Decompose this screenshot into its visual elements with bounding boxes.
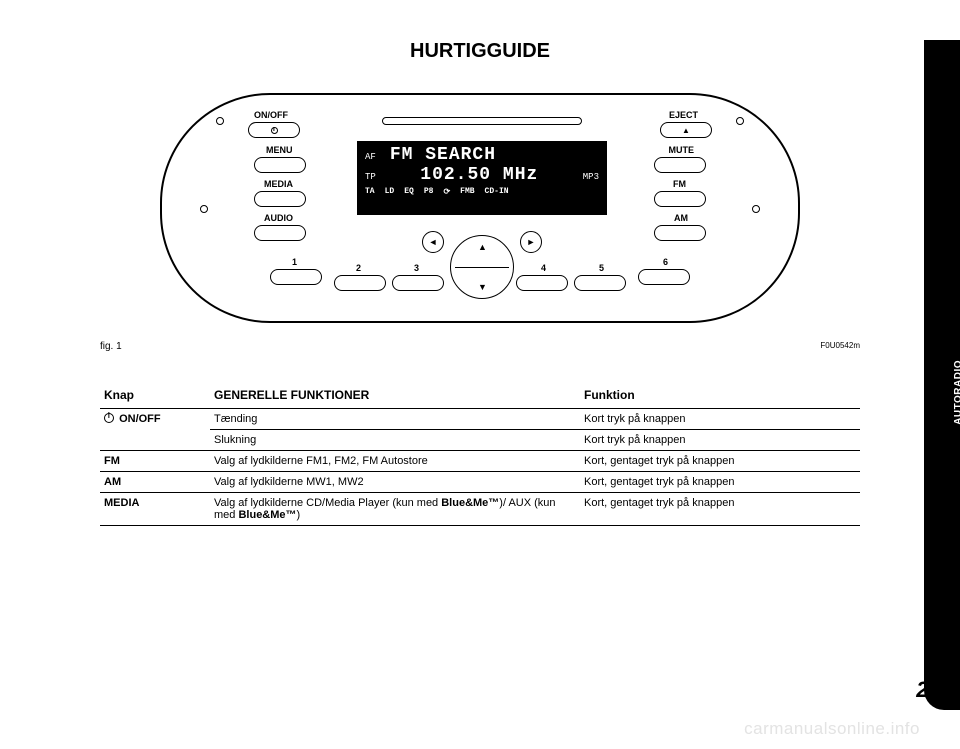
disp-b2: EQ — [404, 187, 414, 197]
th-gen: GENERELLE FUNKTIONER — [210, 382, 580, 409]
table-row: ON/OFF Tænding Kort tryk på knappen — [100, 409, 860, 430]
cell-desc-media: Valg af lydkilderne CD/Media Player (kun… — [210, 493, 580, 526]
radio-display: AF FM SEARCH TP 102.50 MHz MP3 TA LD EQ … — [357, 141, 607, 215]
side-tab-label: AUTORADIO — [953, 360, 960, 425]
preset-3-button[interactable] — [392, 275, 444, 291]
disp-mp3: MP3 — [583, 172, 599, 182]
eject-icon: ▲ — [682, 126, 690, 135]
table-row: FM Valg af lydkilderne FM1, FM2, FM Auto… — [100, 451, 860, 472]
nav-right-button[interactable]: ► — [520, 231, 542, 253]
table-row: AM Valg af lydkilderne MW1, MW2 Kort, ge… — [100, 472, 860, 493]
media-button[interactable] — [254, 191, 306, 207]
mute-label: MUTE — [669, 145, 695, 155]
nav-down-icon: ▼ — [478, 282, 487, 292]
cell-knap: FM — [100, 451, 210, 472]
audio-button[interactable] — [254, 225, 306, 241]
side-tab: AUTORADIO — [924, 40, 960, 710]
page-title: HURTIGGUIDE — [0, 40, 960, 63]
menu-label: MENU — [266, 145, 293, 155]
menu-button[interactable] — [254, 157, 306, 173]
am-label: AM — [674, 213, 688, 223]
preset-num-4: 4 — [541, 263, 546, 273]
cell-knap-onoff: ON/OFF — [100, 409, 210, 451]
preset-num-6: 6 — [663, 257, 668, 267]
cell-func: Kort, gentaget tryk på knappen — [580, 451, 860, 472]
screw-icon — [736, 117, 744, 125]
cell-desc: Slukning — [210, 430, 580, 451]
nav-up-icon: ▲ — [478, 242, 487, 252]
preset-5-button[interactable] — [574, 275, 626, 291]
cell-desc: Valg af lydkilderne MW1, MW2 — [210, 472, 580, 493]
knap-onoff-text: ON/OFF — [119, 413, 161, 425]
disp-b4: ⟳ — [443, 187, 450, 197]
mute-button[interactable] — [654, 157, 706, 173]
cell-func: Kort tryk på knappen — [580, 430, 860, 451]
watermark: carmanualsonline.info — [744, 719, 920, 739]
disp-b0: TA — [365, 187, 375, 197]
disp-b6: CD-IN — [485, 187, 509, 197]
th-funk: Funktion — [580, 382, 860, 409]
cell-knap: MEDIA — [100, 493, 210, 526]
preset-num-3: 3 — [414, 263, 419, 273]
am-button[interactable] — [654, 225, 706, 241]
preset-6-button[interactable] — [638, 269, 690, 285]
cd-slot — [382, 117, 582, 125]
media-label: MEDIA — [264, 179, 293, 189]
fm-button[interactable] — [654, 191, 706, 207]
disp-b3: P8 — [424, 187, 434, 197]
disp-line2: 102.50 MHz — [420, 165, 538, 185]
table-row: MEDIA Valg af lydkilderne CD/Media Playe… — [100, 493, 860, 526]
on-off-button[interactable] — [248, 122, 300, 138]
cell-desc: Valg af lydkilderne FM1, FM2, FM Autosto… — [210, 451, 580, 472]
cell-knap: AM — [100, 472, 210, 493]
fm-label: FM — [673, 179, 686, 189]
power-icon — [104, 413, 114, 423]
eject-button[interactable]: ▲ — [660, 122, 712, 138]
disp-b5: FMB — [460, 187, 474, 197]
preset-2-button[interactable] — [334, 275, 386, 291]
nav-left-button[interactable]: ◄ — [422, 231, 444, 253]
nav-wheel[interactable]: ▲ ▼ — [450, 235, 514, 299]
preset-num-2: 2 — [356, 263, 361, 273]
figure-caption-row: fig. 1 F0U0542m — [100, 341, 860, 352]
page-number: 225 — [916, 677, 953, 703]
figure-code: F0U0542m — [820, 341, 860, 352]
disp-af: AF — [365, 152, 376, 162]
disp-line1: FM SEARCH — [390, 145, 496, 165]
radio-panel: ON/OFF EJECT ▲ MENU MEDIA AUDIO MUTE FM … — [160, 93, 800, 323]
cell-func: Kort, gentaget tryk på knappen — [580, 493, 860, 526]
functions-table: Knap GENERELLE FUNKTIONER Funktion ON/OF… — [100, 382, 860, 526]
screw-icon — [200, 205, 208, 213]
power-icon — [271, 127, 278, 134]
th-knap: Knap — [100, 382, 210, 409]
screw-icon — [216, 117, 224, 125]
figure-label: fig. 1 — [100, 341, 122, 352]
preset-4-button[interactable] — [516, 275, 568, 291]
audio-label: AUDIO — [264, 213, 293, 223]
cell-func: Kort tryk på knappen — [580, 409, 860, 430]
cell-func: Kort, gentaget tryk på knappen — [580, 472, 860, 493]
cell-desc: Tænding — [210, 409, 580, 430]
eject-label: EJECT — [669, 110, 698, 120]
on-off-label: ON/OFF — [254, 110, 288, 120]
preset-1-button[interactable] — [270, 269, 322, 285]
screw-icon — [752, 205, 760, 213]
table-row: Slukning Kort tryk på knappen — [100, 430, 860, 451]
disp-tp: TP — [365, 172, 376, 182]
preset-num-5: 5 — [599, 263, 604, 273]
preset-num-1: 1 — [292, 257, 297, 267]
radio-panel-figure: ON/OFF EJECT ▲ MENU MEDIA AUDIO MUTE FM … — [160, 93, 800, 323]
disp-b1: LD — [385, 187, 395, 197]
